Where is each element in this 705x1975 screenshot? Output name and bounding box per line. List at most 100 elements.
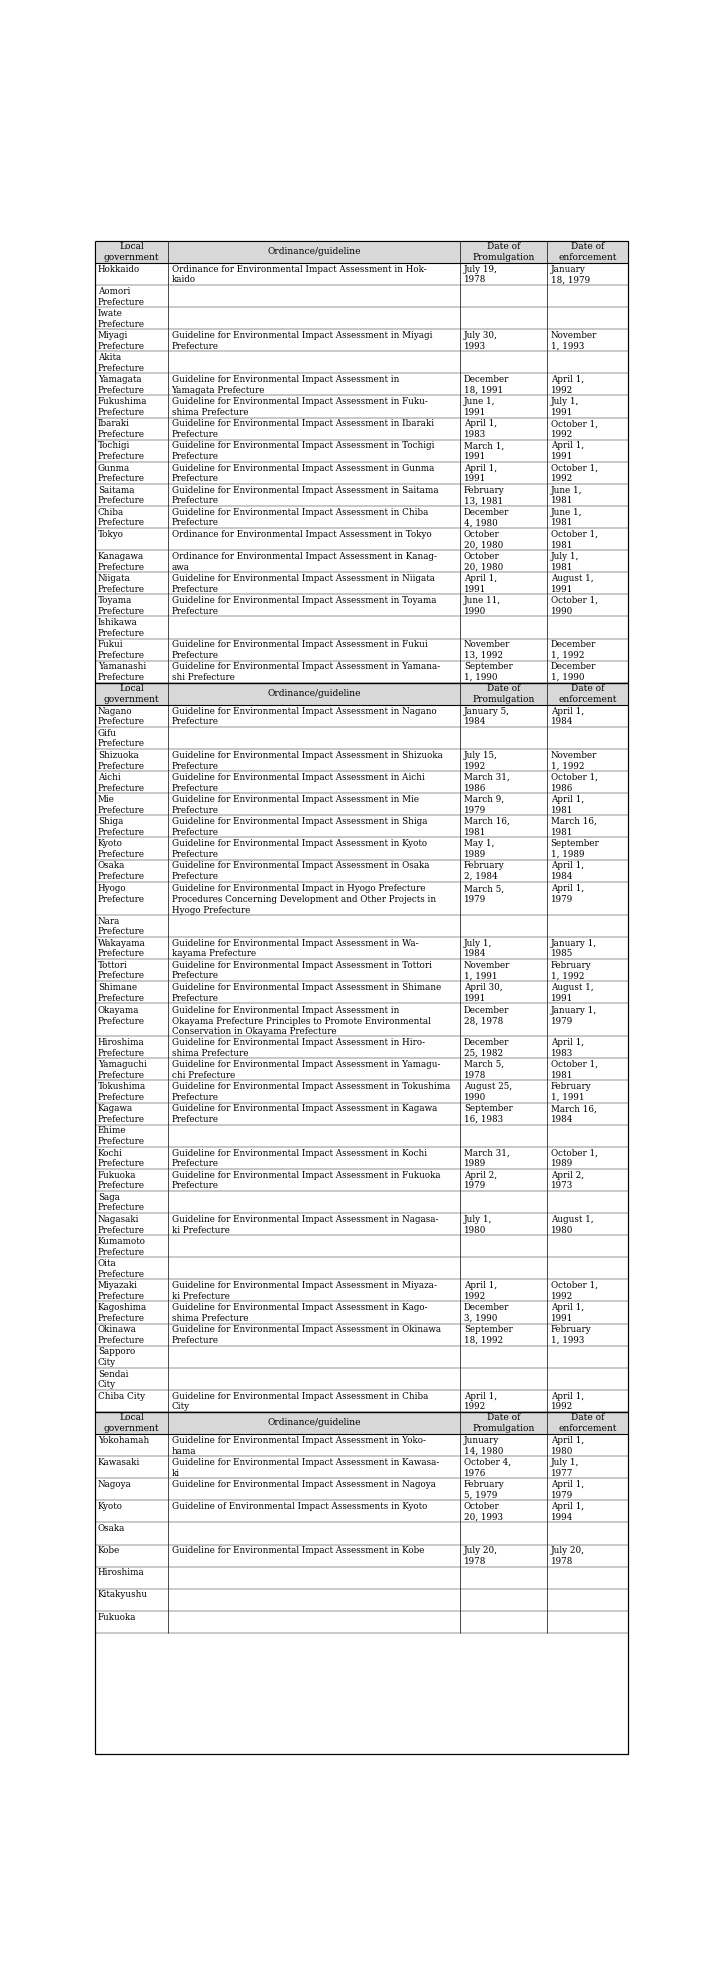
Text: Hyogo
Prefecture: Hyogo Prefecture	[98, 885, 145, 905]
Text: Kyoto
Prefecture: Kyoto Prefecture	[98, 839, 145, 859]
Text: February
1, 1992: February 1, 1992	[551, 960, 591, 980]
Text: Ordinance for Environmental Impact Assessment in Hok-
kaido: Ordinance for Environmental Impact Asses…	[171, 265, 427, 284]
Text: Hiroshima: Hiroshima	[98, 1568, 145, 1578]
Text: Miyazaki
Prefecture: Miyazaki Prefecture	[98, 1282, 145, 1302]
Text: December
25, 1982: December 25, 1982	[464, 1039, 509, 1059]
Text: Guideline for Environmental Impact Assessment in Niigata
Prefecture: Guideline for Environmental Impact Asses…	[171, 575, 434, 594]
Text: April 1,
1981: April 1, 1981	[551, 796, 584, 816]
Text: October 1,
1992: October 1, 1992	[551, 1282, 598, 1302]
Text: January 5,
1984: January 5, 1984	[464, 707, 510, 727]
Text: Guideline for Environmental Impact Assessment in Hiro-
shima Prefecture: Guideline for Environmental Impact Asses…	[171, 1039, 424, 1059]
Text: September
18, 1992: September 18, 1992	[464, 1325, 513, 1345]
Text: Guideline for Environmental Impact Assessment in Shizuoka
Prefecture: Guideline for Environmental Impact Asses…	[171, 750, 443, 770]
Text: January
18, 1979: January 18, 1979	[551, 265, 590, 284]
Text: Akita
Prefecture: Akita Prefecture	[98, 354, 145, 373]
Text: Date of
Promulgation: Date of Promulgation	[473, 683, 535, 703]
Text: November
1, 1991: November 1, 1991	[464, 960, 510, 980]
Text: Guideline for Environmental Impact Assessment in Kyoto
Prefecture: Guideline for Environmental Impact Asses…	[171, 839, 427, 859]
Text: November
13, 1992: November 13, 1992	[464, 640, 510, 660]
Text: October 4,
1976: October 4, 1976	[464, 1458, 511, 1477]
Text: Ordinance for Environmental Impact Assessment in Tokyo: Ordinance for Environmental Impact Asses…	[171, 529, 431, 539]
Text: December
3, 1990: December 3, 1990	[464, 1304, 509, 1323]
Text: Shiga
Prefecture: Shiga Prefecture	[98, 818, 145, 837]
Text: Ordinance/guideline: Ordinance/guideline	[268, 1418, 361, 1428]
Text: June 1,
1981: June 1, 1981	[551, 508, 582, 527]
Text: Guideline for Environmental Impact Assessment in Yoko-
hama: Guideline for Environmental Impact Asses…	[171, 1436, 426, 1456]
Text: Kitakyushu: Kitakyushu	[98, 1590, 148, 1600]
Text: Nagoya: Nagoya	[98, 1479, 132, 1489]
Text: February
1, 1993: February 1, 1993	[551, 1325, 591, 1345]
Text: Junuary
14, 1980: Junuary 14, 1980	[464, 1436, 503, 1456]
Text: July 1,
1980: July 1, 1980	[464, 1215, 492, 1234]
Text: Guideline for Environmental Impact Assessment in Nagasa-
ki Prefecture: Guideline for Environmental Impact Asses…	[171, 1215, 438, 1234]
Text: Guideline for Environmental Impact Assessment in Osaka
Prefecture: Guideline for Environmental Impact Asses…	[171, 861, 429, 881]
Text: Guideline for Environmental Impact Assessment in Kago-
shima Prefecture: Guideline for Environmental Impact Asses…	[171, 1304, 427, 1323]
Text: July 1,
1981: July 1, 1981	[551, 551, 579, 571]
Text: November
1, 1993: November 1, 1993	[551, 332, 597, 352]
Bar	[94, 241, 628, 263]
Text: April 1,
1984: April 1, 1984	[551, 707, 584, 727]
Text: Tochigi
Prefecture: Tochigi Prefecture	[98, 442, 145, 462]
Text: Tokyo: Tokyo	[98, 529, 124, 539]
Text: December
1, 1990: December 1, 1990	[551, 662, 596, 681]
Text: April 1,
1992: April 1, 1992	[551, 375, 584, 395]
Text: January 1,
1985: January 1, 1985	[551, 938, 597, 958]
Text: July 1,
1977: July 1, 1977	[551, 1458, 579, 1477]
Text: March 16,
1984: March 16, 1984	[551, 1104, 596, 1124]
Text: Local
government: Local government	[104, 683, 159, 703]
Text: July 20,
1978: July 20, 1978	[464, 1546, 498, 1566]
Text: September
1, 1990: September 1, 1990	[464, 662, 513, 681]
Text: April 1,
1991: April 1, 1991	[464, 575, 497, 594]
Text: April 1,
1980: April 1, 1980	[551, 1436, 584, 1456]
Text: February
13, 1981: February 13, 1981	[464, 486, 505, 506]
Text: March 9,
1979: March 9, 1979	[464, 796, 504, 816]
Text: Date of
enforcement: Date of enforcement	[558, 683, 617, 703]
Text: Local
government: Local government	[104, 241, 159, 263]
Text: Fukushima
Prefecture: Fukushima Prefecture	[98, 397, 147, 417]
Text: July 1,
1991: July 1, 1991	[551, 397, 579, 417]
Text: October
20, 1980: October 20, 1980	[464, 529, 503, 549]
Text: November
1, 1992: November 1, 1992	[551, 750, 597, 770]
Text: Fukuoka
Prefecture: Fukuoka Prefecture	[98, 1171, 145, 1191]
Text: Nagano
Prefecture: Nagano Prefecture	[98, 707, 145, 727]
Text: February
5, 1979: February 5, 1979	[464, 1479, 505, 1499]
Text: April 30,
1991: April 30, 1991	[464, 984, 503, 1003]
Text: Wakayama
Prefecture: Wakayama Prefecture	[98, 938, 146, 958]
Text: April 2,
1973: April 2, 1973	[551, 1171, 584, 1191]
Text: June 11,
1990: June 11, 1990	[464, 596, 501, 616]
Text: Tokushima
Prefecture: Tokushima Prefecture	[98, 1082, 146, 1102]
Text: April 2,
1979: April 2, 1979	[464, 1171, 497, 1191]
Text: December
4, 1980: December 4, 1980	[464, 508, 509, 527]
Text: April 1,
1979: April 1, 1979	[551, 1479, 584, 1499]
Text: Date of
enforcement: Date of enforcement	[558, 1412, 617, 1434]
Text: March 16,
1981: March 16, 1981	[551, 818, 596, 837]
Text: Guideline for Environmental Impact Assessment in Kobe: Guideline for Environmental Impact Asses…	[171, 1546, 424, 1554]
Text: Chiba City: Chiba City	[98, 1392, 145, 1400]
Text: Ibaraki
Prefecture: Ibaraki Prefecture	[98, 419, 145, 438]
Text: July 1,
1984: July 1, 1984	[464, 938, 492, 958]
Text: April 1,
1983: April 1, 1983	[464, 419, 497, 438]
Text: September
16, 1983: September 16, 1983	[464, 1104, 513, 1124]
Text: Yamanashi
Prefecture: Yamanashi Prefecture	[98, 662, 146, 681]
Text: Guideline for Environmental Impact Assessment in Kagawa
Prefecture: Guideline for Environmental Impact Asses…	[171, 1104, 437, 1124]
Text: April 1,
1984: April 1, 1984	[551, 861, 584, 881]
Text: Kobe: Kobe	[98, 1546, 121, 1554]
Text: Date of
enforcement: Date of enforcement	[558, 241, 617, 263]
Text: Guideline for Environmental Impact Assessment in Chiba
City: Guideline for Environmental Impact Asses…	[171, 1392, 428, 1412]
Text: February
1, 1991: February 1, 1991	[551, 1082, 591, 1102]
Text: Guideline for Environmental Impact Assessment in Tokushima
Prefecture: Guideline for Environmental Impact Asses…	[171, 1082, 450, 1102]
Text: Guideline for Environmental Impact Assessment in Wa-
kayama Prefecture: Guideline for Environmental Impact Asses…	[171, 938, 418, 958]
Text: Ordinance/guideline: Ordinance/guideline	[268, 689, 361, 699]
Text: April 1,
1991: April 1, 1991	[464, 464, 497, 484]
Text: December
18, 1991: December 18, 1991	[464, 375, 509, 395]
Text: Kochi
Prefecture: Kochi Prefecture	[98, 1149, 145, 1169]
Text: Saga
Prefecture: Saga Prefecture	[98, 1193, 145, 1213]
Text: Fukuoka: Fukuoka	[98, 1612, 137, 1621]
Text: Guideline of Environmental Impact Assessments in Kyoto: Guideline of Environmental Impact Assess…	[171, 1503, 427, 1511]
Text: Fukui
Prefecture: Fukui Prefecture	[98, 640, 145, 660]
Text: Kanagawa
Prefecture: Kanagawa Prefecture	[98, 551, 145, 571]
Text: August 1,
1991: August 1, 1991	[551, 575, 594, 594]
Text: Guideline for Environmental Impact Assessment in Miyaza-
ki Prefecture: Guideline for Environmental Impact Asses…	[171, 1282, 436, 1302]
Text: Guideline for Environmental Impact Assessment in Okinawa
Prefecture: Guideline for Environmental Impact Asses…	[171, 1325, 441, 1345]
Text: Guideline for Environmental Impact Assessment in Kochi
Prefecture: Guideline for Environmental Impact Asses…	[171, 1149, 427, 1169]
